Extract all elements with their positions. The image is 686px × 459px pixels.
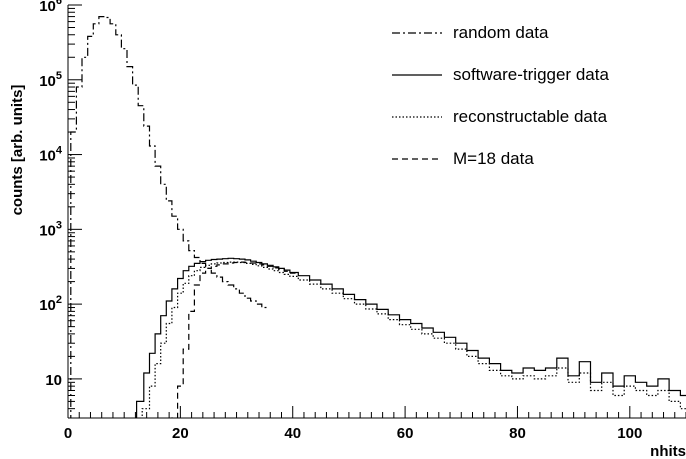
x-tick-label: 20 (172, 425, 189, 442)
legend: random data software-trigger data reconstr… (392, 23, 609, 168)
y-tick-label: 10 (45, 372, 62, 389)
series-line (70, 16, 268, 418)
x-tick-label: 0 (64, 425, 72, 442)
y-tick-label: 104 (39, 145, 63, 165)
legend-label: random data (453, 23, 549, 42)
series-layer (70, 16, 686, 418)
y-axis-label: counts [arb. units] (9, 85, 26, 216)
y-tick-label: 103 (39, 219, 62, 239)
x-tick-label: 100 (617, 425, 642, 442)
x-axis-label: nhits (650, 443, 686, 459)
y-tick-label: 102 (39, 294, 62, 314)
legend-label: reconstructable data (453, 107, 608, 126)
axes: 0 20 40 60 80 100 10 102 103 104 105 106 (39, 0, 686, 442)
y-tick-label: 105 (39, 70, 62, 90)
legend-label: M=18 data (453, 149, 534, 168)
x-tick-label: 60 (397, 425, 414, 442)
x-tick-label: 40 (284, 425, 301, 442)
x-tick-label: 80 (509, 425, 526, 442)
series-line (136, 257, 686, 418)
legend-label: software-trigger data (453, 65, 609, 84)
y-tick-label: 106 (39, 0, 62, 15)
series-line (141, 261, 686, 418)
series-line (171, 261, 296, 418)
